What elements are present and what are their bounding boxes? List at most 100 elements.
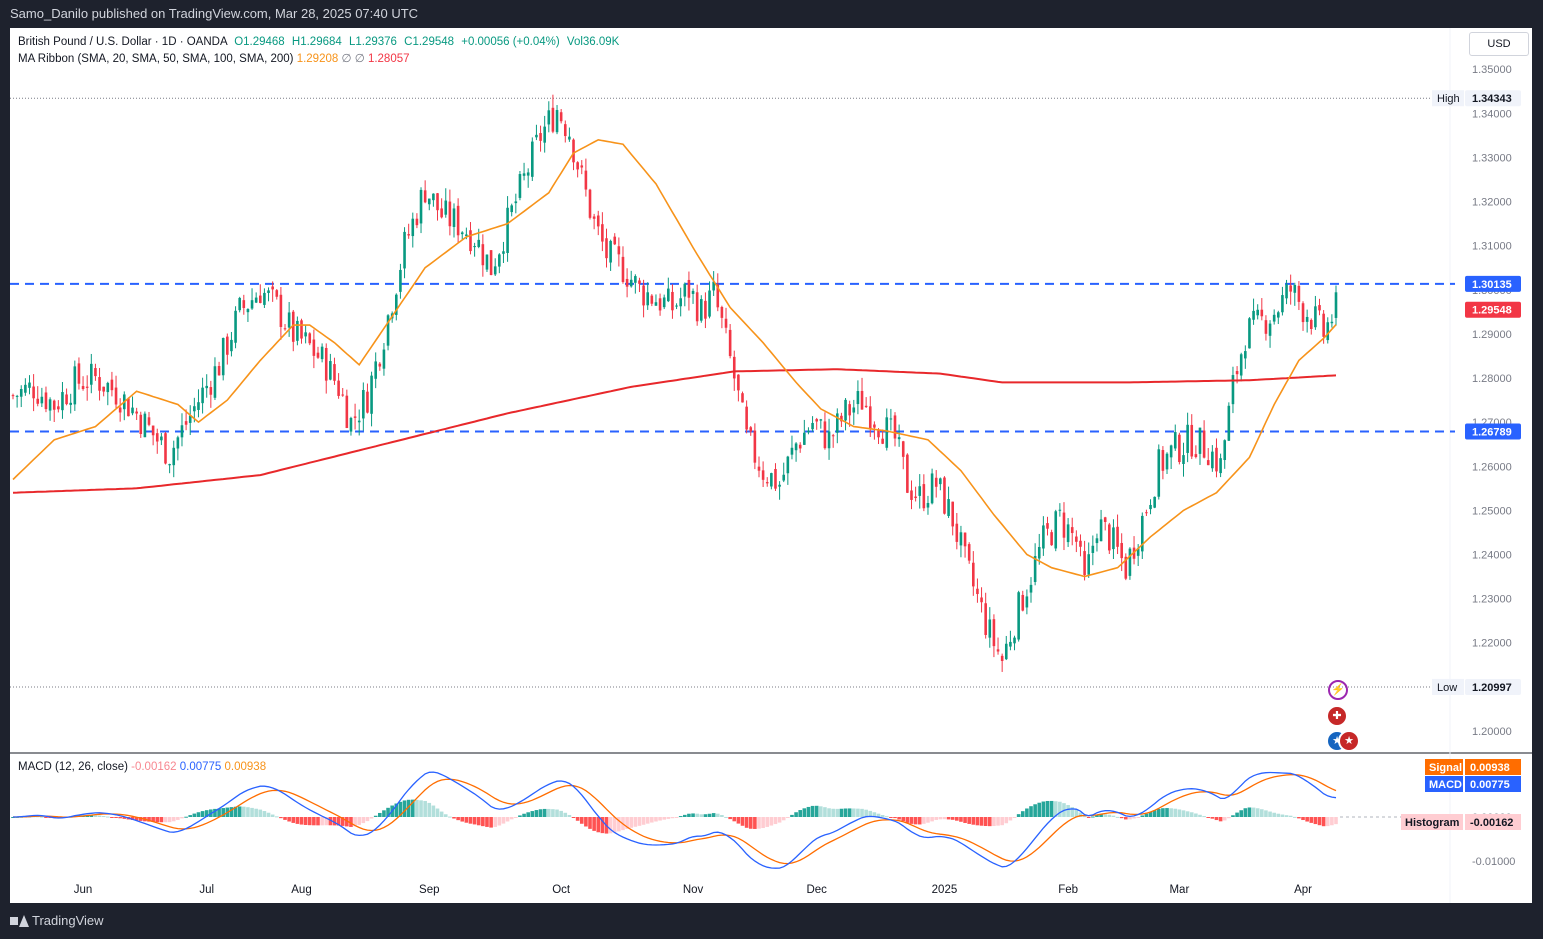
candle [864, 397, 868, 409]
candle [992, 614, 996, 658]
candle-body [1235, 371, 1239, 375]
ma200-line [12, 368, 1337, 494]
candle-body [1239, 354, 1243, 376]
candle [1013, 635, 1016, 651]
candle-body [794, 443, 798, 451]
histogram-bar [147, 817, 151, 822]
histogram-bar [1276, 813, 1281, 817]
histogram-tag-bg [1465, 814, 1521, 830]
histogram-bar [963, 817, 967, 823]
histogram-bar [1264, 810, 1268, 817]
candle-body [267, 290, 270, 293]
candle-body [411, 218, 415, 237]
candle [349, 416, 353, 436]
ma-ribbon-label[interactable]: MA Ribbon (SMA, 20, SMA, 50, SMA, 100, S… [18, 53, 294, 65]
histogram-bar [579, 817, 584, 824]
candle-body [955, 523, 959, 542]
candle-body [1046, 523, 1049, 529]
candle [1145, 509, 1148, 517]
candle [1046, 516, 1049, 536]
histogram-bar [1239, 810, 1244, 817]
histogram-bar [814, 805, 819, 817]
histogram-bar [1095, 814, 1099, 817]
candle-body [588, 189, 592, 218]
candle [118, 398, 122, 422]
histogram-bar [1119, 817, 1124, 819]
histogram-bar [336, 817, 341, 826]
histogram-bar [1227, 817, 1231, 819]
candle-body [1173, 432, 1177, 449]
candle [411, 212, 415, 248]
us-flag-icon-2[interactable]: ★ [1338, 730, 1360, 752]
candle-body [963, 532, 967, 547]
candle [1029, 577, 1033, 603]
candles-group [11, 94, 1338, 672]
lightning-event-icon[interactable]: ⚡ [1328, 680, 1348, 700]
candle [1198, 427, 1202, 465]
candle-body [741, 393, 744, 403]
candle [613, 233, 617, 246]
candle [110, 371, 114, 397]
last-price-tag-bg [1465, 301, 1521, 318]
candle [1186, 412, 1189, 463]
candle-body [708, 290, 711, 317]
candle [807, 427, 810, 435]
candle-body [1091, 545, 1095, 553]
candle [1281, 286, 1284, 316]
candle [460, 231, 464, 241]
price-tick-label: 1.31000 [1472, 241, 1512, 253]
histogram-bar [349, 817, 353, 827]
candle-body [803, 432, 806, 445]
histogram-bar [1074, 809, 1079, 817]
histogram-bar [1058, 801, 1062, 817]
uk-flag-icon[interactable]: ✚ [1326, 705, 1348, 727]
candle [716, 273, 720, 312]
histogram-bar [1169, 808, 1173, 817]
candle [24, 378, 27, 396]
candle [226, 333, 229, 365]
candle-body [976, 588, 979, 595]
histogram-bar [856, 808, 860, 817]
price-chart-svg[interactable]: 1.350001.340001.330001.320001.310001.300… [10, 28, 1532, 903]
candle-body [621, 256, 625, 282]
histogram-bar [959, 817, 963, 822]
candle [1178, 432, 1181, 465]
candle-body [572, 139, 575, 163]
histogram-bar [196, 812, 201, 817]
histogram-bar [546, 808, 551, 817]
currency-button[interactable]: USD [1469, 32, 1529, 56]
candle-body [885, 417, 889, 448]
histogram-bar [827, 808, 831, 817]
price-tick-label: 1.33000 [1472, 152, 1512, 164]
histogram-bar [394, 803, 399, 817]
signal-tag-caption: Signal [1429, 762, 1462, 774]
candle-body [662, 297, 666, 308]
symbol-title[interactable]: British Pound / U.S. Dollar · 1D · OANDA [18, 36, 227, 48]
tradingview-logo[interactable]: TradingView [10, 913, 104, 928]
candle-body [1330, 321, 1334, 324]
chart-panel[interactable]: 1.350001.340001.330001.320001.310001.300… [10, 28, 1532, 903]
candle [596, 210, 600, 236]
candle-body [1227, 405, 1231, 441]
histogram-bar [427, 802, 432, 817]
candle-body [118, 407, 122, 413]
candle-body [856, 391, 860, 405]
candle-body [275, 290, 279, 297]
candle [675, 303, 678, 310]
candle-body [617, 246, 621, 255]
histogram-bar [221, 808, 225, 817]
candle [514, 193, 518, 214]
candle [914, 486, 917, 502]
histogram-bar [773, 817, 778, 825]
histogram-bar [378, 812, 382, 817]
histogram-bar [180, 817, 184, 819]
histogram-bar [748, 817, 753, 829]
histogram-bar [485, 817, 489, 827]
candle [926, 495, 930, 515]
histogram-bar [1288, 815, 1293, 817]
histogram-bar [617, 817, 621, 832]
macd-title[interactable]: MACD (12, 26, close) [18, 761, 128, 773]
candle-body [835, 413, 839, 433]
candle-body [1042, 525, 1045, 549]
candle-body [366, 391, 369, 413]
